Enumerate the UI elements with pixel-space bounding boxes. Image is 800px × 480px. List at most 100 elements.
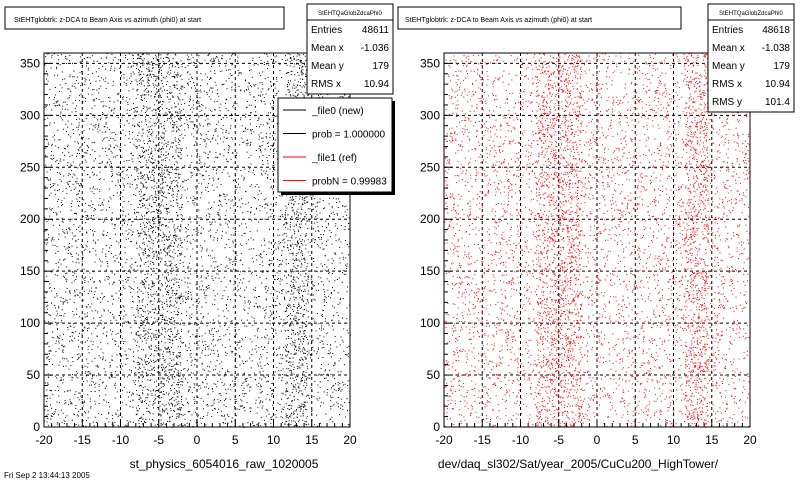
data-point <box>139 247 141 249</box>
data-point <box>82 246 84 248</box>
data-point <box>161 132 163 134</box>
data-point <box>127 219 129 221</box>
data-point <box>137 125 139 127</box>
data-point <box>69 298 71 300</box>
data-point <box>166 310 168 312</box>
data-point <box>187 123 189 125</box>
data-point <box>212 409 214 411</box>
data-point <box>177 372 179 374</box>
data-point <box>191 377 192 379</box>
data-point <box>112 313 114 315</box>
data-point <box>108 188 110 190</box>
data-point <box>161 172 163 174</box>
data-point <box>143 97 145 99</box>
data-point <box>139 394 141 396</box>
data-point <box>190 291 192 293</box>
data-point <box>337 303 339 305</box>
data-point <box>287 351 289 353</box>
data-point <box>302 373 304 375</box>
data-point <box>57 421 59 423</box>
data-point <box>300 408 302 410</box>
data-point <box>161 397 163 398</box>
data-point <box>285 390 287 392</box>
data-point <box>283 246 285 247</box>
data-point <box>299 247 301 249</box>
data-point <box>176 401 178 403</box>
data-point <box>107 263 109 265</box>
data-point <box>199 289 201 291</box>
data-point <box>177 64 179 66</box>
data-point <box>99 280 101 282</box>
data-point <box>88 346 90 347</box>
data-point <box>205 107 207 109</box>
data-point <box>91 348 93 350</box>
data-point <box>48 353 50 355</box>
data-point <box>302 316 304 318</box>
data-point <box>334 363 336 364</box>
data-point <box>156 187 158 189</box>
data-point <box>162 329 164 331</box>
data-point <box>176 61 178 63</box>
data-point <box>127 270 129 272</box>
data-point <box>295 384 297 386</box>
data-point <box>287 84 288 86</box>
data-point <box>236 377 238 378</box>
data-point <box>78 357 80 359</box>
data-point <box>166 348 168 350</box>
data-point <box>94 127 96 129</box>
data-point <box>327 94 329 96</box>
data-point <box>229 145 231 147</box>
data-point <box>180 197 182 199</box>
data-point <box>160 164 162 166</box>
data-point <box>75 407 77 409</box>
data-point <box>136 389 138 391</box>
data-point <box>297 214 299 216</box>
data-point <box>181 399 183 400</box>
data-point <box>261 346 263 348</box>
data-point <box>76 126 78 128</box>
data-point <box>154 109 156 111</box>
data-point <box>209 366 210 368</box>
data-point <box>210 58 212 60</box>
data-point <box>148 332 150 334</box>
data-point <box>174 411 175 412</box>
data-point <box>169 187 171 189</box>
data-point <box>87 366 89 368</box>
data-point <box>152 257 154 259</box>
data-point <box>144 215 146 217</box>
data-point <box>147 78 149 80</box>
data-point <box>51 56 53 58</box>
data-point <box>213 369 215 371</box>
data-point <box>195 102 197 104</box>
data-point <box>168 171 170 173</box>
data-point <box>292 258 294 260</box>
data-point <box>307 251 309 253</box>
data-point <box>140 206 142 208</box>
data-point <box>146 106 148 108</box>
data-point <box>179 259 181 261</box>
data-point <box>285 55 286 57</box>
data-point <box>145 233 147 235</box>
data-point <box>303 258 305 260</box>
data-point <box>116 154 118 156</box>
data-point <box>265 93 267 95</box>
data-point <box>143 284 145 286</box>
data-point <box>337 397 339 398</box>
data-point <box>166 75 168 77</box>
data-point <box>222 141 224 143</box>
data-point <box>322 340 324 342</box>
data-point <box>109 329 111 331</box>
data-point <box>246 144 248 146</box>
data-point <box>148 248 150 250</box>
data-point <box>281 58 283 60</box>
data-point <box>238 342 240 343</box>
data-point <box>292 281 294 283</box>
data-point <box>221 344 223 346</box>
data-point <box>181 218 182 219</box>
data-point <box>331 405 333 407</box>
data-point <box>296 96 298 98</box>
data-point <box>255 399 257 401</box>
data-point <box>343 350 345 352</box>
data-point <box>218 65 220 67</box>
data-point <box>257 330 259 332</box>
